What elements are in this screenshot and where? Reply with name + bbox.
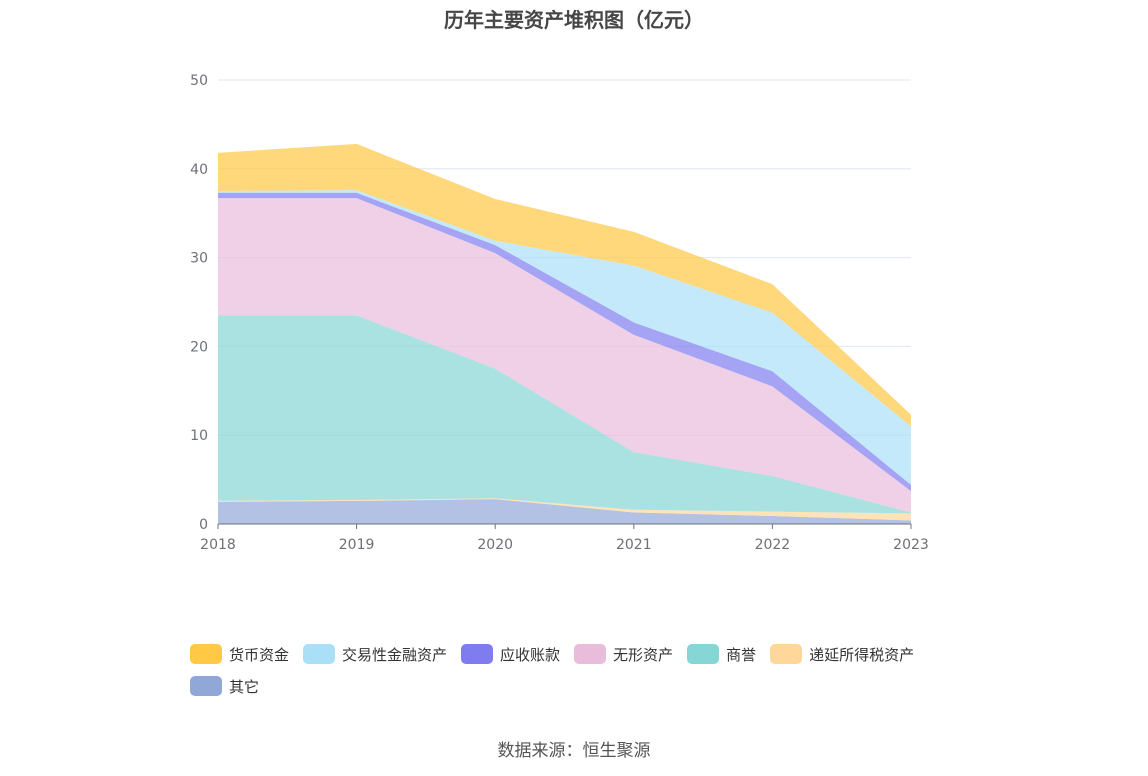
x-tick-label: 2020 [477, 537, 513, 553]
legend-label: 递延所得税资产 [809, 645, 915, 664]
x-tick-label: 2019 [339, 537, 375, 553]
legend: 货币资金 交易性金融资产 应收账款 无形资产 商誉 递延所得税资产其它 [190, 638, 990, 702]
area-series-递延所得税资产[interactable] [218, 498, 911, 521]
area-series-交易性金融资产[interactable] [218, 190, 911, 485]
area-series-货币资金[interactable] [218, 143, 911, 427]
chart-title: 历年主要资产堆积图（亿元） [444, 8, 704, 32]
y-tick-label: 50 [190, 73, 208, 89]
legend-swatch [687, 644, 720, 664]
legend-swatch [574, 644, 607, 664]
x-tick-label: 2023 [893, 537, 929, 553]
area-series-商誉[interactable] [218, 315, 911, 514]
legend-swatch [190, 644, 222, 664]
area-series-无形资产[interactable] [218, 198, 911, 513]
x-tick-label: 2021 [616, 537, 652, 553]
y-tick-label: 10 [190, 428, 208, 444]
legend-item[interactable]: 货币资金 [190, 638, 289, 670]
legend-label: 应收账款 [500, 645, 561, 664]
y-tick-label: 30 [190, 251, 208, 267]
legend-swatch [303, 644, 336, 664]
x-tick-label: 2022 [755, 537, 791, 553]
legend-item[interactable]: 其它 [190, 670, 259, 702]
legend-item[interactable]: 商誉 [687, 638, 756, 670]
legend-label: 交易性金融资产 [342, 645, 448, 664]
x-tick-label: 2018 [200, 537, 236, 553]
legend-swatch [190, 676, 222, 696]
legend-label: 商誉 [726, 645, 757, 664]
legend-item[interactable]: 递延所得税资产 [770, 638, 914, 670]
legend-item[interactable]: 应收账款 [461, 638, 560, 670]
area-series-其它[interactable] [218, 499, 911, 524]
y-tick-label: 0 [199, 517, 208, 533]
y-tick-label: 20 [190, 339, 208, 355]
y-tick-label: 40 [190, 162, 208, 178]
area-series [218, 143, 911, 524]
legend-label: 货币资金 [229, 645, 290, 664]
legend-item[interactable]: 交易性金融资产 [303, 638, 447, 670]
data-source-note: 数据来源：恒生聚源 [497, 741, 651, 761]
legend-label: 无形资产 [613, 645, 674, 664]
legend-swatch [770, 644, 803, 664]
axes: 0 10 20 30 40 50 2018 2019 2020 2021 2022 2023 [190, 73, 929, 553]
legend-item[interactable]: 无形资产 [574, 638, 673, 670]
legend-label: 其它 [229, 677, 260, 696]
legend-swatch [461, 644, 494, 664]
